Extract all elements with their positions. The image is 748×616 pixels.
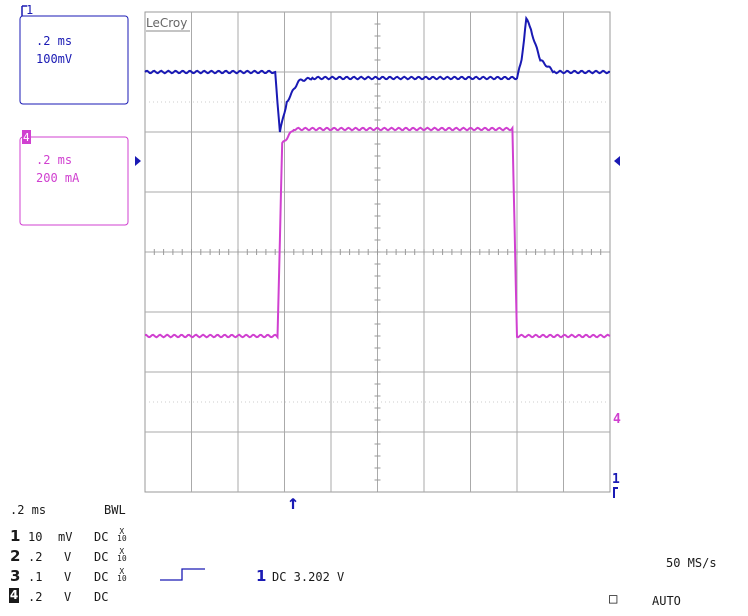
trigger-channel: 1: [256, 567, 267, 585]
traces: [144, 15, 611, 340]
ch1-flag-icon: [21, 5, 27, 16]
trigger-level: DC 3.202 V: [272, 570, 345, 584]
row2-probe: X 10: [117, 546, 127, 563]
trace-ch4: [144, 125, 611, 340]
row4-scale: .2: [28, 590, 43, 604]
bottom-timebase: .2 ms: [10, 503, 47, 517]
row1-scale: 10: [28, 530, 43, 544]
row2-scale: .2: [28, 550, 43, 564]
row4-unit: V: [64, 590, 72, 604]
row3-scale: .1: [28, 570, 43, 584]
row2-unit: V: [64, 550, 72, 564]
left-level-marker-icon: [135, 156, 141, 166]
row1-coupling: DC: [94, 530, 109, 544]
brand-logo: LeCroy: [146, 16, 187, 30]
row4-channel: 4: [9, 588, 19, 603]
row1-probe: X 10: [117, 526, 127, 543]
trigger-position-arrow: ↑: [287, 490, 299, 514]
row1-channel: 1: [10, 527, 21, 545]
row2-channel: 2: [10, 547, 21, 565]
row3-channel: 3: [10, 567, 21, 585]
row3-coupling: DC: [94, 570, 109, 584]
ch4-flag-icon: [22, 130, 31, 144]
rising-edge-trigger-icon: [160, 568, 205, 581]
row4-coupling: DC: [94, 590, 109, 604]
row2-coupling: DC: [94, 550, 109, 564]
ch4-scale: 200 mA: [36, 171, 80, 185]
ch4-box: [19, 136, 129, 226]
row3-unit: V: [64, 570, 72, 584]
trace-ch1: [144, 15, 611, 133]
ch1-offset-marker: 1: [612, 472, 620, 487]
row3-probe: X 10: [117, 566, 127, 583]
ch4-box-label: 4: [23, 131, 30, 144]
graticule: [144, 11, 611, 493]
trigger-mode: AUTO: [652, 594, 681, 608]
ch4-timebase: .2 ms: [36, 153, 72, 167]
right-level-marker-icon: [614, 156, 620, 166]
ch1-scale: 100mV: [36, 52, 72, 66]
ch1-box: [19, 15, 129, 105]
ch1-corner-icon: [613, 487, 618, 498]
sample-rate: 50 MS/s: [666, 556, 717, 570]
ch4-offset-marker: 4: [613, 412, 621, 427]
bwl-indicator: BWL: [104, 503, 126, 517]
row1-unit: mV: [58, 530, 73, 544]
ch1-timebase: .2 ms: [36, 34, 72, 48]
ch1-box-label: 1: [26, 3, 33, 17]
mode-checkbox-icon: □: [609, 591, 618, 607]
